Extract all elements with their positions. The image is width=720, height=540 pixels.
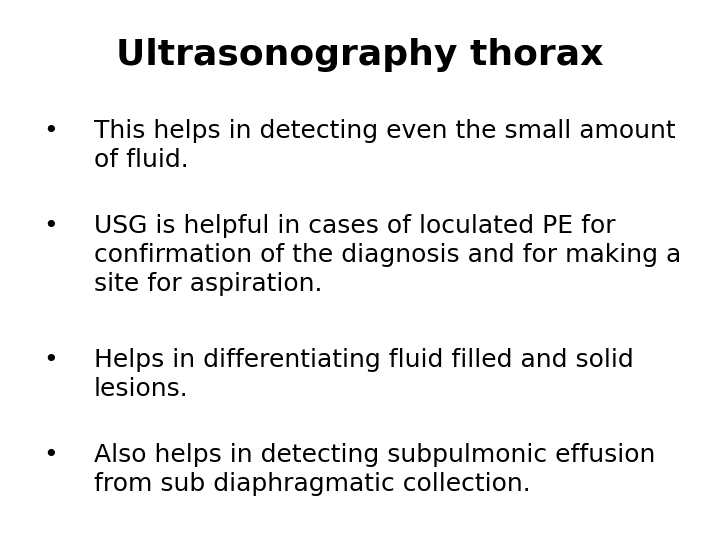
Text: Ultrasonography thorax: Ultrasonography thorax bbox=[117, 38, 603, 72]
Text: Helps in differentiating fluid filled and solid
lesions.: Helps in differentiating fluid filled an… bbox=[94, 348, 634, 401]
Text: •: • bbox=[43, 214, 58, 238]
Text: Also helps in detecting subpulmonic effusion
from sub diaphragmatic collection.: Also helps in detecting subpulmonic effu… bbox=[94, 443, 655, 496]
Text: •: • bbox=[43, 119, 58, 143]
Text: •: • bbox=[43, 443, 58, 468]
Text: USG is helpful in cases of loculated PE for
confirmation of the diagnosis and fo: USG is helpful in cases of loculated PE … bbox=[94, 214, 681, 295]
Text: This helps in detecting even the small amount
of fluid.: This helps in detecting even the small a… bbox=[94, 119, 675, 172]
Text: •: • bbox=[43, 348, 58, 372]
